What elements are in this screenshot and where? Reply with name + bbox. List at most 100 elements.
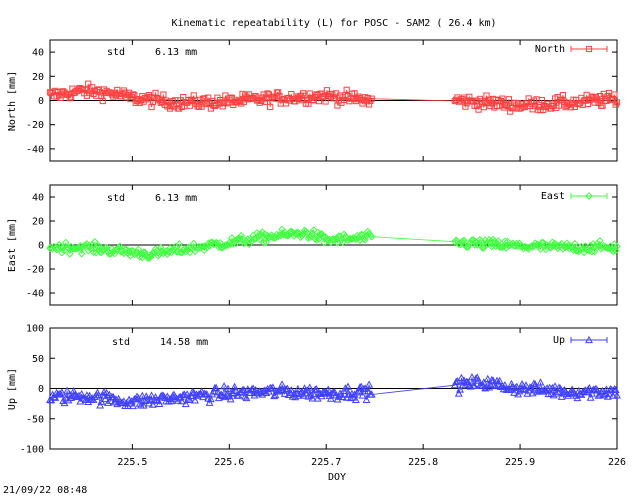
east-data-point: [590, 247, 599, 256]
east-data-point: [79, 243, 87, 252]
east-data-point: [565, 244, 574, 253]
up-data-point: [549, 391, 558, 399]
up-data-point: [242, 393, 251, 402]
east-data-point: [156, 243, 165, 252]
up-data-point: [511, 383, 520, 392]
east-data-point: [250, 235, 259, 243]
up-data-point: [324, 385, 333, 393]
east-data-point: [586, 241, 595, 250]
up-data-point: [163, 392, 172, 400]
up-data-point: [606, 385, 615, 393]
up-data-point: [610, 385, 619, 393]
east-data-point: [65, 250, 74, 258]
up-data-point: [75, 391, 83, 399]
up-data-point: [344, 382, 352, 390]
up-data-point: [81, 395, 90, 403]
east-axis-label: East [mm]: [7, 218, 18, 272]
up-data-point: [188, 387, 197, 396]
east-y-tick-label: -20: [26, 265, 44, 276]
up-data-point: [470, 381, 479, 390]
up-data-point: [597, 388, 606, 396]
east-data-point: [357, 230, 365, 239]
up-data-point: [540, 385, 549, 393]
up-data-point: [213, 388, 222, 396]
east-data-point: [88, 240, 97, 249]
north-data-point: [478, 98, 485, 105]
chart-title: Kinematic repeatability (L) for POSC - S…: [171, 18, 496, 29]
up-axis-label: Up [mm]: [7, 368, 18, 410]
east-data-point: [312, 236, 321, 244]
up-data-point: [605, 389, 614, 397]
north-axis-label: North [mm]: [7, 71, 18, 131]
north-data-point: [261, 98, 269, 105]
north-data-point: [549, 103, 556, 110]
east-data-point: [580, 248, 588, 257]
north-data-point: [129, 91, 137, 98]
east-data-point: [502, 244, 511, 252]
up-data-point: [367, 390, 376, 398]
x-tick-label: 225.9: [505, 457, 535, 468]
east-data-point: [232, 239, 240, 248]
up-data-point: [602, 385, 611, 393]
up-data-point: [181, 399, 190, 408]
east-data-point: [367, 232, 376, 241]
east-data-point: [146, 253, 155, 262]
north-data-point: [322, 98, 329, 105]
up-y-tick-label: -50: [26, 414, 44, 425]
up-data-point: [510, 388, 519, 396]
north-data-point: [305, 100, 312, 107]
up-data-point: [474, 376, 483, 384]
east-data-point: [611, 246, 620, 255]
east-data-point: [137, 249, 145, 258]
north-std-label: std: [107, 47, 125, 58]
up-data-point: [556, 384, 565, 392]
east-data-point: [489, 235, 497, 244]
x-axis-label: DOY: [328, 472, 346, 483]
up-data-point: [312, 384, 321, 393]
east-legend-label: East: [541, 191, 565, 202]
up-data-point: [512, 382, 521, 390]
east-std-value: 6.13 mm: [155, 193, 197, 204]
up-data-point: [147, 391, 156, 399]
up-data-point: [262, 388, 271, 397]
north-data-point: [205, 94, 212, 101]
east-data-point: [570, 239, 579, 248]
up-data-point: [326, 394, 335, 402]
east-data-point: [48, 244, 57, 253]
east-data-point: [317, 230, 326, 238]
up-data-point: [557, 392, 566, 400]
north-data-point: [202, 100, 209, 108]
east-data-point: [468, 236, 476, 245]
east-data-point: [551, 239, 559, 248]
east-data-point: [478, 244, 487, 252]
up-data-point: [578, 387, 587, 396]
up-data-point: [533, 385, 542, 393]
north-data-point: [114, 86, 121, 94]
north-data-point: [462, 103, 469, 110]
up-data-point: [613, 391, 621, 399]
north-data-point: [131, 92, 138, 99]
east-legend-marker: [585, 192, 593, 200]
north-y-tick-label: 0: [38, 96, 44, 107]
north-y-tick-label: 40: [32, 48, 44, 59]
east-y-tick-label: 20: [32, 217, 44, 228]
chart-marks: 40 20 0 -20 -40 40 20 0 -20 -40 100 50 0 -50 -100 225.5…: [20, 40, 626, 468]
north-y-tick-label: -40: [26, 144, 44, 155]
north-data-point: [85, 80, 92, 87]
up-data-point: [63, 386, 72, 394]
up-data-point: [483, 374, 492, 383]
up-data-point: [609, 391, 617, 399]
up-data-point: [309, 389, 318, 398]
east-data-point: [309, 226, 318, 234]
up-data-point: [191, 396, 199, 404]
up-data-point: [156, 392, 165, 400]
up-data-point: [270, 391, 279, 400]
east-data-point: [344, 236, 352, 245]
north-data-point: [499, 95, 506, 102]
north-data-point: [99, 97, 106, 105]
north-data-point: [480, 104, 487, 111]
north-data-point: [366, 101, 373, 108]
up-data-point: [139, 401, 148, 409]
up-y-tick-label: 100: [26, 324, 44, 335]
